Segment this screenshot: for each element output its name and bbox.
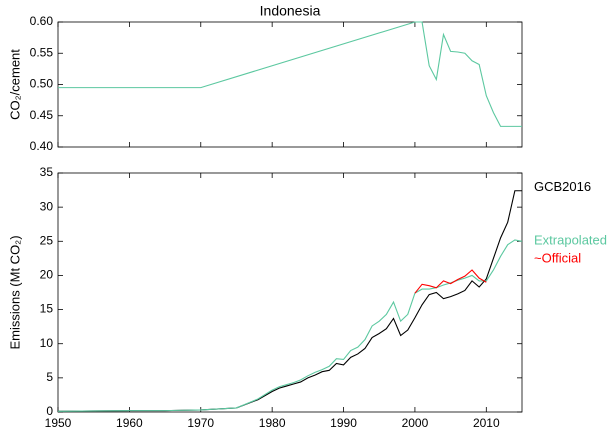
y-axis-label: CO₂/cement (7, 49, 22, 120)
y-tick-label: 10 (40, 336, 54, 350)
y-tick-label: 0.40 (30, 139, 54, 153)
y-tick-label: 35 (40, 165, 54, 179)
x-tick-label: 2000 (402, 416, 429, 430)
y-tick-label: 15 (40, 302, 54, 316)
legend-label: ~Official (534, 251, 581, 266)
x-tick-label: 1990 (330, 416, 357, 430)
y-tick-label: 30 (40, 199, 54, 213)
legend-label: GCB2016 (534, 179, 591, 194)
y-tick-label: 0 (46, 404, 53, 418)
y-tick-label: 20 (40, 268, 54, 282)
y-tick-label: 0.55 (30, 45, 54, 59)
plot-frame (57, 172, 523, 413)
y-tick-label: 0.50 (30, 77, 54, 91)
x-tick-label: 1950 (45, 416, 72, 430)
series-line (57, 190, 522, 412)
series-line (414, 269, 487, 294)
y-tick-label: 0.60 (30, 14, 54, 28)
x-tick-label: 1960 (116, 416, 143, 430)
x-tick-label: 1980 (259, 416, 286, 430)
x-tick-label: 2010 (473, 416, 500, 430)
series-line (58, 21, 522, 127)
y-axis-label: Emissions (Mt CO₂) (7, 235, 22, 349)
y-tick-label: 5 (46, 370, 53, 384)
y-tick-label: 25 (40, 233, 54, 247)
chart-title: Indonesia (260, 3, 321, 19)
y-tick-label: 0.45 (30, 108, 54, 122)
plot-frame (57, 21, 523, 148)
legend-label: Extrapolated (534, 233, 607, 248)
x-tick-label: 1970 (187, 416, 214, 430)
series-line (57, 239, 523, 412)
